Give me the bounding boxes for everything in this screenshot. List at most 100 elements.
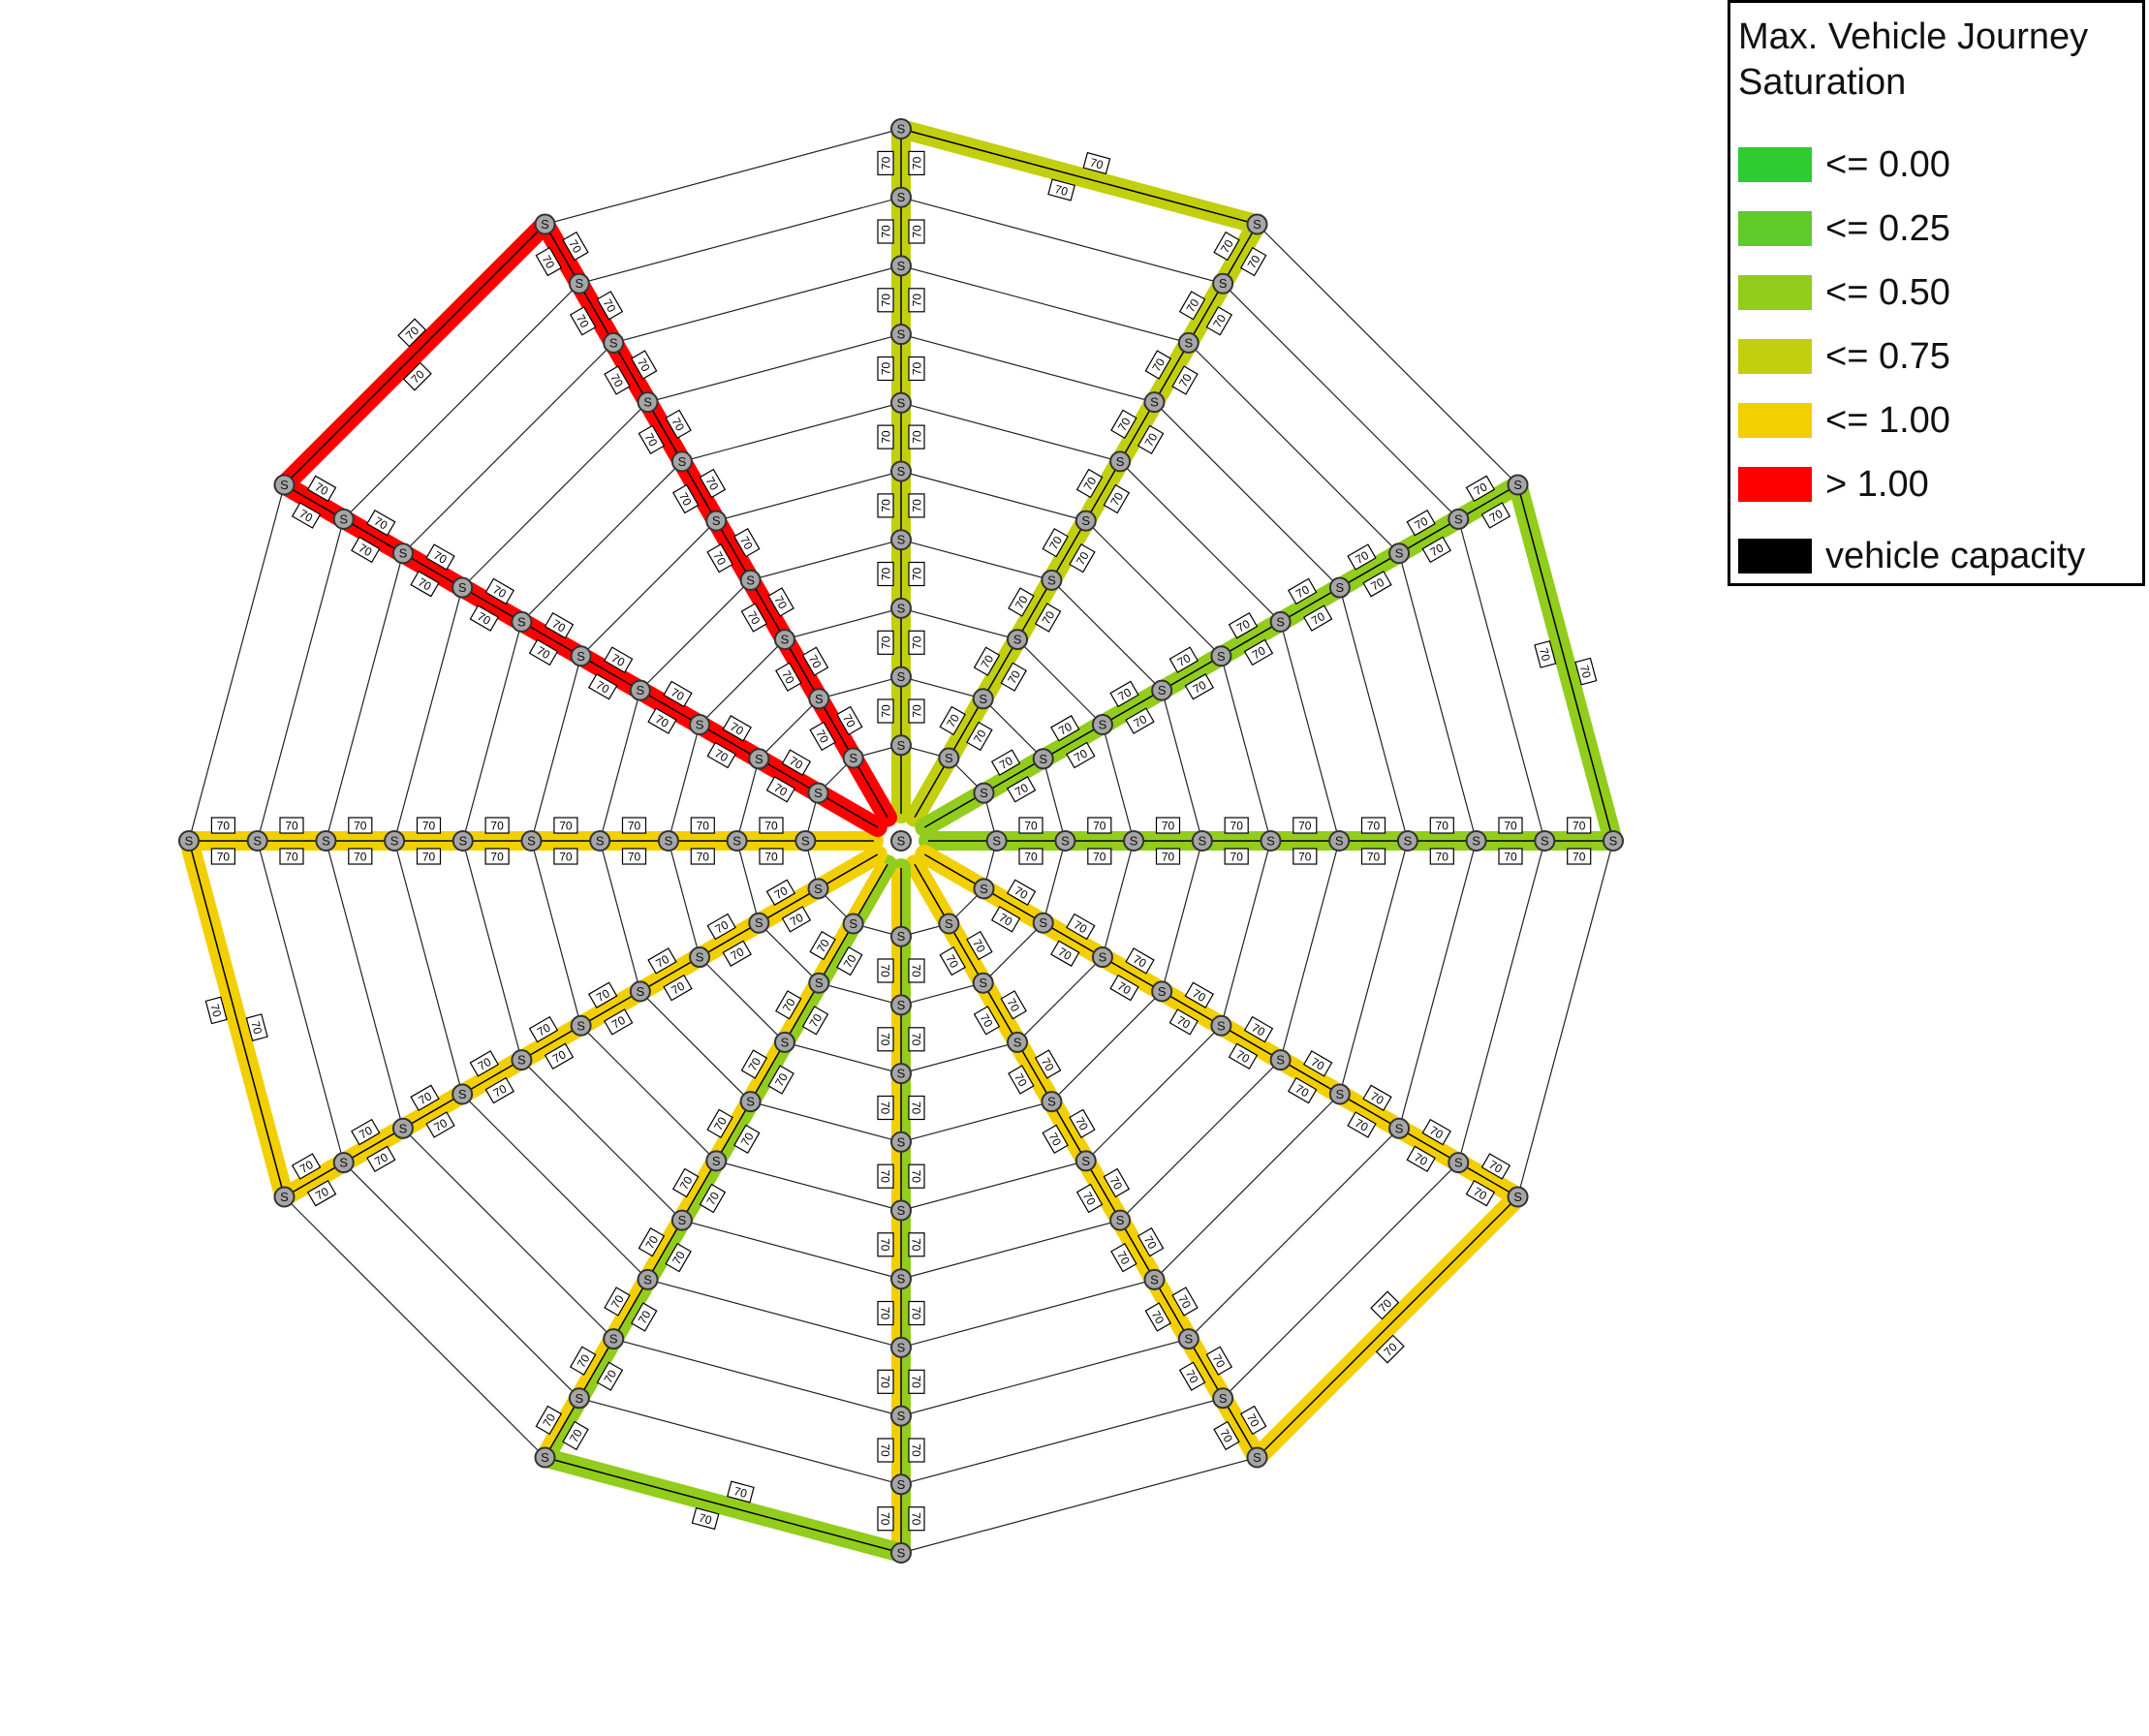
capacity-label: 70 [469, 604, 500, 632]
svg-text:S: S [1336, 580, 1345, 595]
svg-text:70: 70 [911, 430, 924, 444]
svg-text:70: 70 [879, 1170, 892, 1184]
svg-text:70: 70 [1191, 678, 1209, 697]
svg-text:S: S [1276, 614, 1285, 629]
svg-text:70: 70 [1024, 851, 1038, 864]
svg-text:70: 70 [313, 480, 331, 498]
capacity-label: 70 [484, 848, 510, 865]
svg-text:S: S [1198, 834, 1206, 849]
capacity-label: 70 [699, 1183, 727, 1214]
svg-text:70: 70 [997, 911, 1015, 929]
svg-text:70: 70 [1209, 1352, 1228, 1371]
capacity-label: 70 [973, 1006, 1001, 1036]
capacity-label: 70 [1243, 1015, 1274, 1043]
svg-text:70: 70 [880, 362, 893, 376]
svg-text:70: 70 [879, 1307, 892, 1320]
capacity-label: 70 [604, 365, 631, 395]
stop-node: S [938, 747, 960, 769]
capacity-label: 70 [691, 1506, 720, 1531]
svg-text:70: 70 [910, 1307, 923, 1320]
svg-text:70: 70 [1131, 712, 1149, 730]
svg-text:S: S [897, 669, 906, 684]
capacity-label: 70 [1574, 657, 1598, 686]
stop-node: S [985, 830, 1008, 852]
capacity-label: 70 [366, 509, 396, 537]
stop-node: S [332, 1152, 355, 1174]
capacity-label: 70 [1360, 848, 1386, 865]
svg-text:S: S [1219, 276, 1228, 291]
capacity-label: 70 [1034, 603, 1062, 633]
capacity-label: 70 [603, 646, 634, 673]
svg-text:S: S [1158, 683, 1167, 698]
svg-text:S: S [1404, 834, 1413, 849]
capacity-label: 70 [1087, 817, 1112, 834]
svg-text:S: S [1184, 335, 1193, 350]
capacity-label: 70 [908, 1232, 925, 1257]
capacity-label: 70 [1042, 527, 1069, 558]
svg-text:S: S [1219, 1391, 1228, 1406]
svg-text:70: 70 [911, 704, 924, 718]
svg-text:70: 70 [880, 225, 893, 238]
stop-node: S [391, 542, 414, 565]
svg-text:70: 70 [698, 1510, 714, 1527]
capacity-label: 70 [908, 150, 925, 175]
stop-node: S [1007, 629, 1029, 651]
svg-text:S: S [280, 1190, 289, 1204]
svg-text:70: 70 [879, 1101, 892, 1115]
stop-node: S [452, 576, 474, 599]
svg-text:70: 70 [1234, 617, 1253, 636]
legend-swatch [1738, 339, 1812, 374]
svg-text:70: 70 [978, 1011, 996, 1030]
capacity-label: 70 [877, 150, 894, 175]
stop-node: S [890, 666, 912, 688]
capacity-label: 70 [291, 1153, 322, 1180]
svg-text:70: 70 [431, 548, 450, 567]
svg-text:S: S [1335, 834, 1344, 849]
capacity-label: 70 [1050, 715, 1080, 742]
svg-text:S: S [945, 751, 953, 765]
capacity-label: 70 [1006, 776, 1037, 803]
capacity-label: 70 [528, 1015, 559, 1043]
stop-node: S [1465, 830, 1487, 852]
capacity-label: 70 [210, 817, 235, 834]
svg-text:70: 70 [880, 499, 893, 512]
svg-text:70: 70 [636, 1308, 654, 1326]
capacity-label: 70 [1347, 543, 1377, 571]
capacity-label: 70 [877, 1506, 894, 1532]
stop-node: S [452, 830, 474, 852]
stop-node: S [890, 1199, 912, 1222]
capacity-label: 70 [836, 946, 863, 976]
svg-text:S: S [746, 573, 755, 587]
stop-node: S [890, 1063, 912, 1085]
capacity-label: 70 [1213, 231, 1240, 262]
stop-node: S [739, 569, 762, 591]
stop-node: S [1074, 1150, 1097, 1172]
svg-text:S: S [637, 683, 645, 698]
capacity-label: 70 [663, 974, 693, 1002]
capacity-label: 70 [908, 356, 925, 382]
stop-node: S [689, 946, 711, 969]
svg-text:70: 70 [1573, 851, 1586, 864]
stop-node: S [1177, 1328, 1199, 1350]
svg-text:S: S [517, 1053, 526, 1068]
stop-node: S [890, 1268, 912, 1290]
svg-text:70: 70 [313, 1185, 331, 1203]
svg-text:S: S [815, 976, 824, 990]
capacity-label: 70 [569, 306, 597, 336]
stop-node: S [534, 213, 556, 235]
stop-node: S [973, 878, 995, 900]
capacity-label: 70 [671, 1167, 700, 1198]
stop-node: S [1032, 748, 1054, 770]
svg-text:S: S [897, 834, 906, 849]
svg-text:70: 70 [1175, 1292, 1194, 1311]
svg-text:70: 70 [712, 747, 731, 765]
svg-text:70: 70 [911, 225, 924, 238]
svg-text:70: 70 [737, 534, 756, 552]
capacity-label: 70 [1184, 673, 1215, 700]
capacity-label: 70 [877, 1438, 894, 1463]
capacity-label: 70 [877, 1163, 894, 1189]
svg-text:S: S [1039, 915, 1047, 930]
capacity-label: 70 [1465, 475, 1496, 503]
stop-node: S [1210, 645, 1232, 667]
svg-text:70: 70 [703, 475, 722, 493]
